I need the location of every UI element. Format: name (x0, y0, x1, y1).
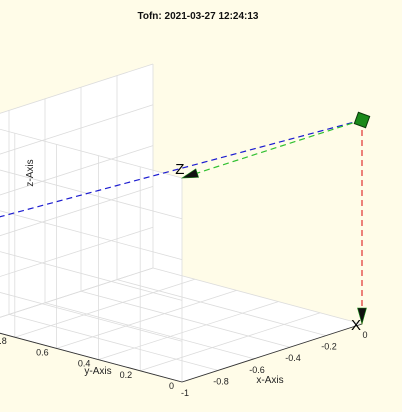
x-tick-label: -0.2 (321, 342, 337, 352)
left-gridline-z (0, 128, 183, 179)
x-tick-label: -0.4 (285, 353, 301, 363)
chart-vectors: XYZ (0, 111, 371, 334)
floor-gridline-y (98, 301, 279, 360)
y-tick-label: 0.8 (0, 336, 7, 346)
back-gridline-z (0, 226, 154, 277)
vector-z-label: Z (175, 161, 184, 178)
y-axis-label: y-Axis (84, 366, 111, 377)
floor-gridline-x (80, 290, 291, 348)
floor-gridline-x (116, 279, 327, 336)
vector-z-line (181, 119, 363, 179)
back-gridline-z (0, 267, 154, 318)
y-axis-line (0, 332, 183, 383)
x-tick-label: -1 (181, 388, 189, 398)
y-tick-label: 0.4 (78, 359, 91, 369)
vector-z-arrowhead (180, 168, 200, 179)
x-tick-label: -0.6 (249, 365, 265, 375)
vector-x-label: X (351, 317, 361, 334)
left-gridline-z (0, 251, 183, 301)
x-axis-label: x-Axis (256, 375, 283, 386)
back-gridline-z (0, 145, 154, 196)
chart-panels (0, 64, 362, 382)
x-tick-label: -0.8 (213, 376, 229, 386)
back-gridline-z (0, 186, 154, 237)
origin-marker (353, 111, 371, 129)
y-tick-label: 0 (169, 381, 174, 391)
x-tick-label: 0 (362, 330, 367, 340)
chart-title: Tofn: 2021-03-27 12:24:13 (138, 11, 259, 22)
left-gridline-z (0, 292, 183, 342)
x-axis-line (181, 323, 363, 383)
vector-y-line (0, 119, 363, 218)
floor-gridline-x (44, 302, 255, 360)
floor-gridline-x (8, 314, 219, 371)
left-gridline-z (0, 169, 183, 220)
y-tick-label: 0.2 (120, 370, 133, 380)
vector-x-arrowhead (357, 307, 367, 326)
z-axis-label: z-Axis (25, 159, 36, 186)
floor-gridline-y (56, 290, 237, 349)
left-gridline-z (0, 210, 183, 260)
back-gridline-z (0, 104, 154, 155)
floor-gridline-y (140, 312, 321, 372)
floor-gridline-x (152, 267, 363, 325)
chart-tick-labels: -1-0.8-0.6-0.4-0.2000.20.40.60.81-1-0.8-… (0, 330, 368, 398)
y-tick-label: 0.6 (36, 347, 49, 357)
back-gridline-z (0, 63, 154, 114)
floor-gridline-y (14, 278, 195, 338)
chart-gridlines (0, 63, 363, 383)
